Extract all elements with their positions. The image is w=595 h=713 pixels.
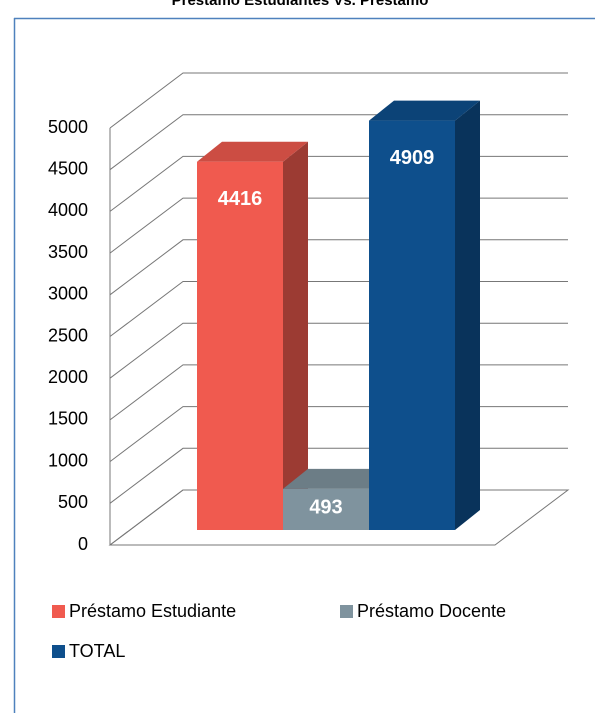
legend-label: TOTAL: [69, 641, 125, 661]
grid-line: [109, 364, 568, 421]
y-tick-label: 4000: [48, 200, 88, 220]
bar: [369, 120, 455, 530]
grid-line: [109, 72, 568, 129]
y-tick-label: 1500: [48, 409, 88, 429]
bar-top: [369, 100, 480, 121]
y-tick-label: 3500: [48, 242, 88, 262]
y-tick-label: 3000: [48, 284, 88, 304]
grid-line: [109, 155, 568, 212]
bar-side: [283, 141, 308, 530]
y-tick-label: 500: [58, 492, 88, 512]
legend-swatch: [52, 605, 65, 618]
data-label: 493: [309, 496, 342, 518]
grid-line: [109, 114, 568, 171]
data-label: 4909: [390, 147, 435, 169]
y-tick-label: 2000: [48, 367, 88, 387]
bar-side: [455, 100, 480, 530]
grid-line: [109, 322, 568, 379]
legend-swatch: [52, 645, 65, 658]
y-tick-label: 5000: [48, 117, 88, 137]
data-label: 4416: [218, 188, 263, 210]
y-tick-label: 0: [78, 534, 88, 554]
bar-top: [283, 468, 394, 489]
bar: [197, 161, 283, 530]
bar-top: [197, 141, 308, 162]
y-tick-label: 4500: [48, 158, 88, 178]
grid-line: [109, 239, 568, 296]
grid-line: [109, 281, 568, 337]
bar: [283, 488, 369, 530]
grid-line: [109, 197, 568, 254]
legend-swatch: [340, 605, 353, 618]
y-tick-label: 2500: [48, 325, 88, 345]
legend-label: Préstamo Estudiante: [69, 601, 236, 621]
y-tick-label: 1000: [48, 450, 88, 470]
legend-label: Préstamo Docente: [357, 601, 506, 621]
chart-title: Préstamo Estudiantes Vs. Préstamo: [172, 0, 429, 9]
grid-line: [109, 406, 568, 462]
